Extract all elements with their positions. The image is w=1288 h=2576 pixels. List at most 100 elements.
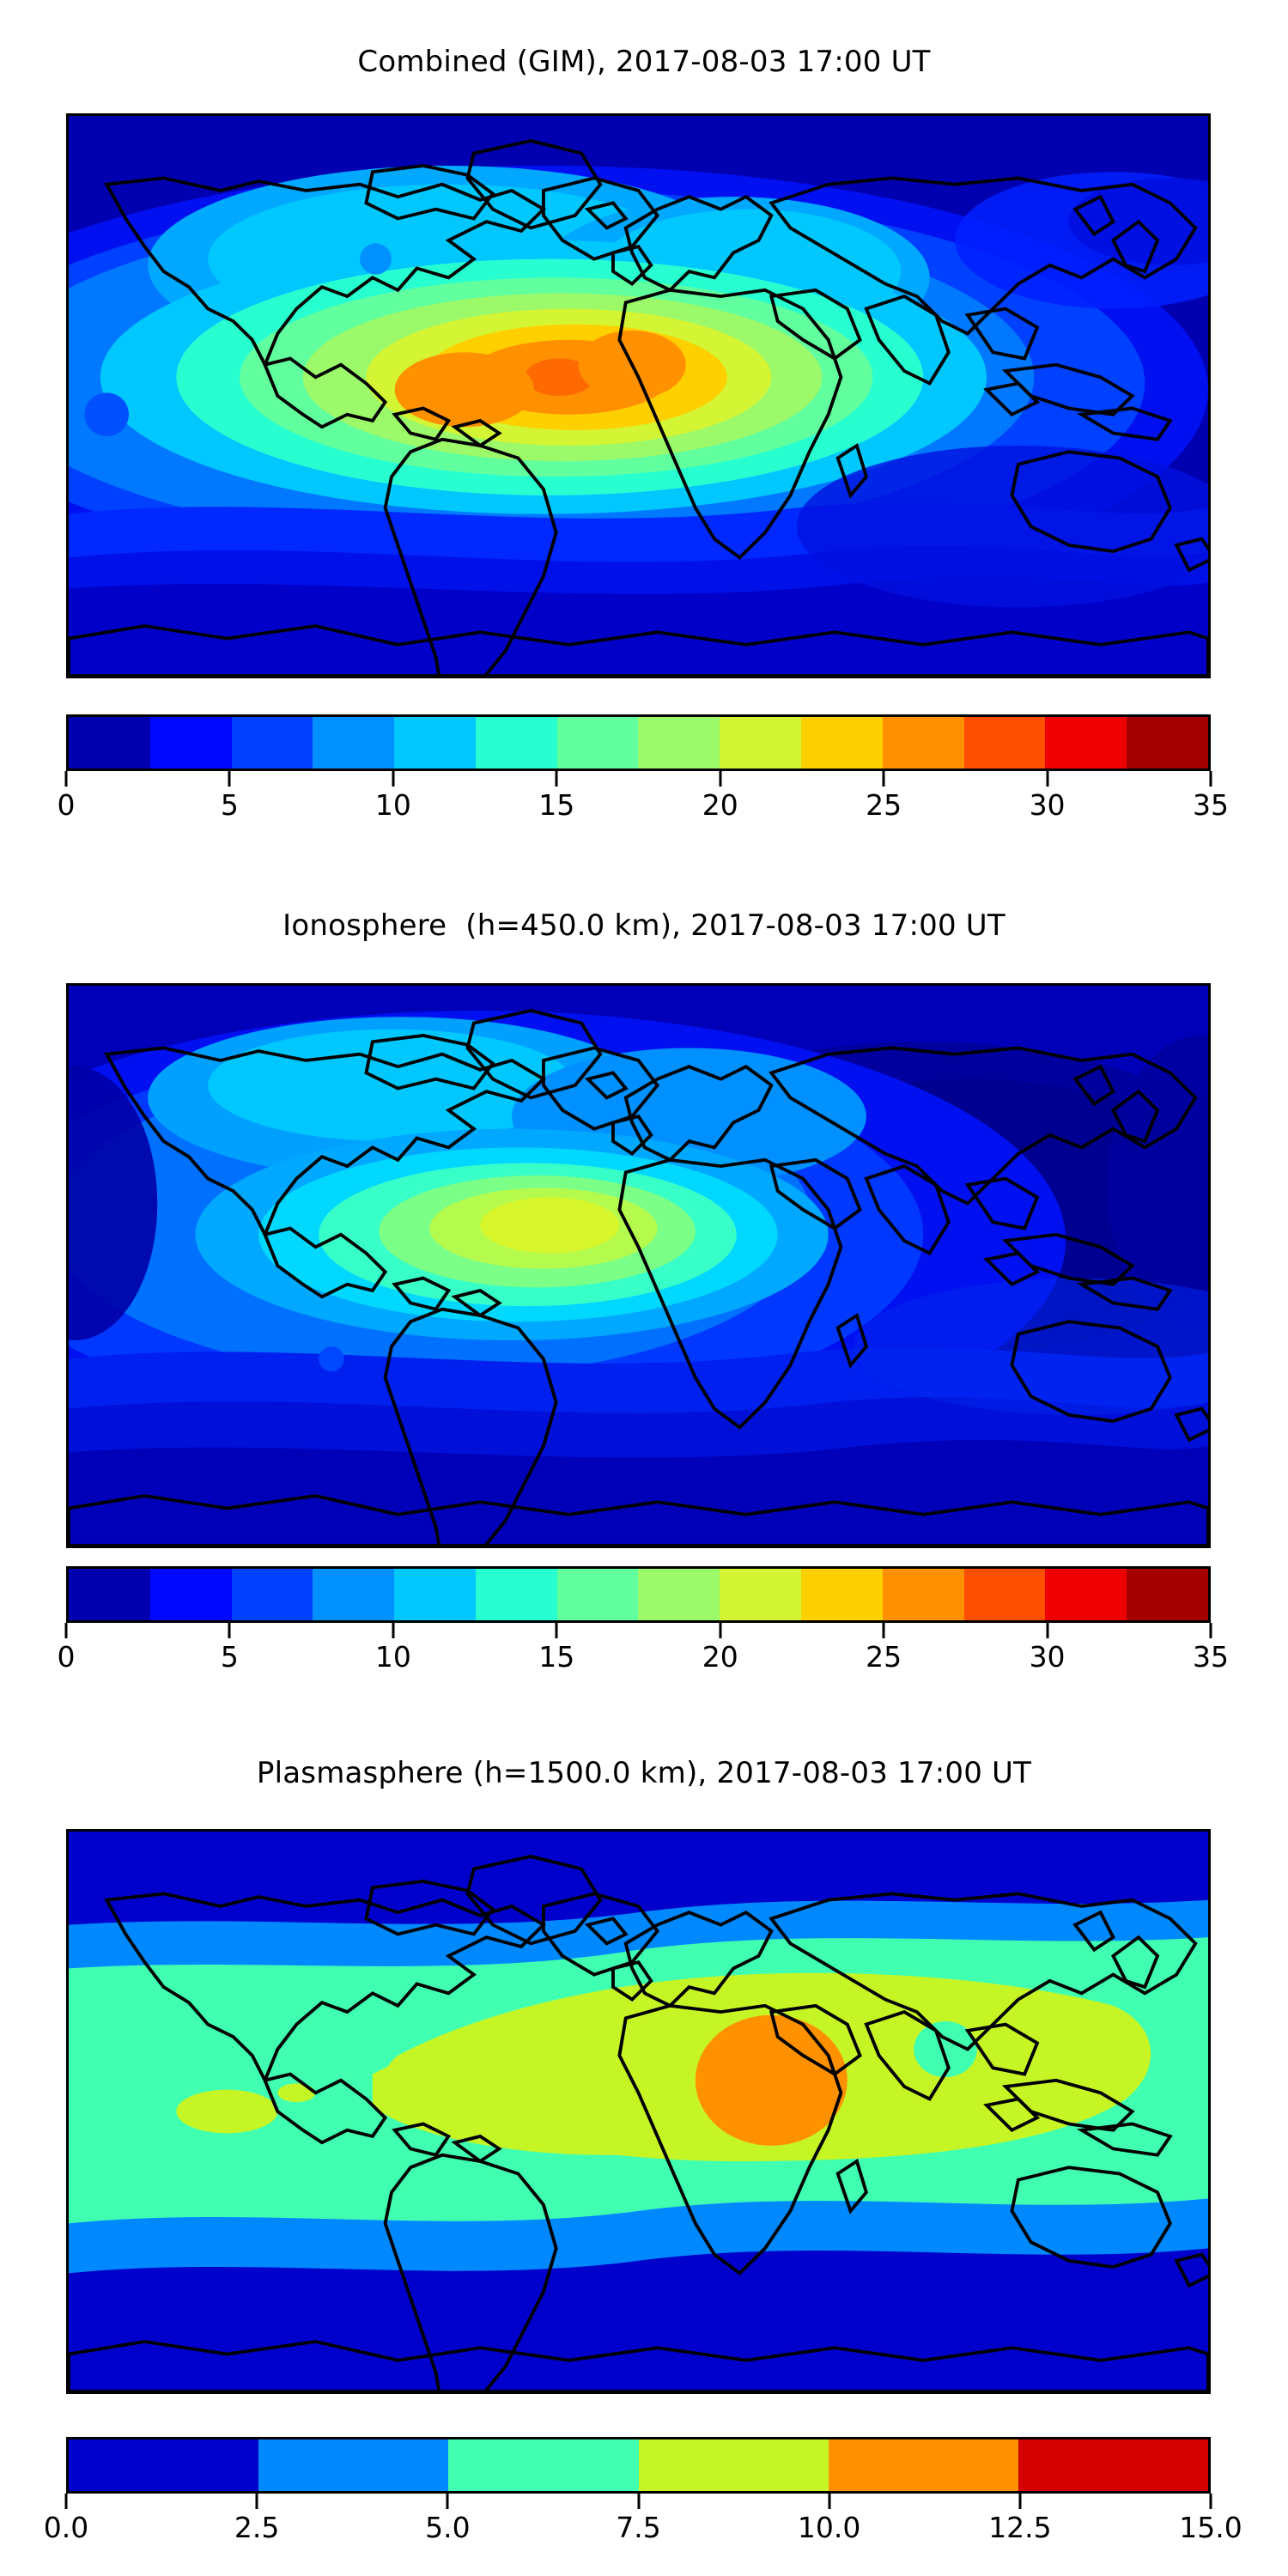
colorbar-tick-5 [1018, 2494, 1022, 2509]
colorbar-ticklabel-4: 20 [702, 788, 738, 822]
colorbar-segment-12 [1045, 1569, 1127, 1620]
colorbar-segment-0 [69, 2439, 259, 2491]
colorbar-segment-6 [556, 717, 639, 769]
map-field-combined [69, 116, 1208, 676]
colorbar-ticklabel-2: 10 [374, 788, 411, 822]
colorbar-segment-7 [638, 717, 720, 769]
colorbar-ticklabel-4: 20 [702, 1640, 738, 1674]
colorbar-gradient-plasmasphere[interactable] [66, 2437, 1211, 2494]
colorbar-ticklabel-1: 2.5 [234, 2511, 280, 2544]
colorbar-ticklabel-1: 5 [220, 788, 239, 822]
colorbar-ticks-plasmasphere [64, 2494, 1212, 2509]
colorbar-segment-10 [882, 717, 964, 769]
panel-title-ionosphere: Ionosphere (h=450.0 km), 2017-08-03 17:0… [283, 908, 1005, 943]
map-combined-gim [66, 113, 1211, 678]
colorbar-tick-0 [64, 1623, 68, 1638]
colorbar-ticklabel-5: 25 [866, 1640, 902, 1674]
colorbar-segment-12 [1045, 717, 1127, 769]
colorbar-ticklabel-7: 35 [1193, 788, 1229, 822]
colorbar-segment-3 [313, 1569, 395, 1620]
colorbar-tick-0 [64, 771, 68, 787]
colorbar-segment-1 [258, 2439, 449, 2491]
colorbar-ticklabel-1: 5 [220, 1640, 239, 1674]
colorbar-tick-7 [1209, 1623, 1212, 1638]
map-field-plasmasphere [69, 1832, 1208, 2391]
colorbar-ticks-ionosphere [64, 1623, 1212, 1638]
colorbar-ticklabel-0: 0.0 [43, 2511, 89, 2544]
colorbar-ticklabel-7: 35 [1193, 1640, 1229, 1674]
colorbar-tick-5 [882, 771, 885, 787]
colorbar-ionosphere: 0 5 10 15 20 25 30 35 [58, 1566, 1230, 1678]
colorbar-segment-11 [963, 717, 1046, 769]
colorbar-segment-8 [720, 717, 802, 769]
colorbar-ticklabel-0: 0 [57, 788, 76, 822]
colorbar-segment-3 [313, 717, 395, 769]
colorbar-tick-1 [228, 771, 231, 787]
colorbar-ticklabel-4: 10.0 [797, 2511, 861, 2544]
colorbar-segment-4 [394, 717, 476, 769]
colorbar-tick-4 [719, 1623, 722, 1638]
colorbar-gradient-combined[interactable] [66, 714, 1211, 771]
colorbar-segment-5 [475, 717, 557, 769]
map-plasmasphere [66, 1829, 1211, 2394]
colorbar-tick-1 [228, 1623, 231, 1638]
colorbar-tick-2 [392, 1623, 395, 1638]
colorbar-tick-2 [392, 771, 395, 787]
colorbar-segment-5 [1018, 2439, 1209, 2491]
colorbar-segment-4 [828, 2439, 1018, 2491]
colorbar-ticks-combined [64, 771, 1212, 787]
colorbar-tick-6 [1209, 2494, 1212, 2509]
colorbar-segment-10 [882, 1569, 964, 1620]
colorbar-tick-7 [1209, 771, 1212, 787]
colorbar-tick-6 [1046, 771, 1049, 787]
colorbar-segment-1 [149, 1569, 232, 1620]
colorbar-ticklabels-plasmasphere: 0.0 2.5 5.0 7.5 10.0 12.5 15.0 [44, 2509, 1242, 2549]
colorbar-segment-3 [638, 2439, 829, 2491]
colorbar-segment-13 [1127, 1569, 1208, 1620]
colorbar-ticklabel-6: 15.0 [1179, 2511, 1242, 2544]
colorbar-segment-0 [69, 717, 150, 769]
colorbar-segment-9 [801, 1569, 883, 1620]
colorbar-ticklabel-6: 30 [1029, 1640, 1066, 1674]
colorbar-segment-9 [801, 717, 883, 769]
colorbar-tick-3 [555, 1623, 558, 1638]
colorbar-ticklabel-5: 12.5 [988, 2511, 1052, 2544]
colorbar-ticklabels-combined: 0 5 10 15 20 25 30 35 [58, 787, 1230, 826]
colorbar-ticklabel-5: 25 [866, 788, 902, 822]
colorbar-segment-5 [475, 1569, 557, 1620]
colorbar-segment-7 [638, 1569, 720, 1620]
colorbar-tick-3 [555, 771, 558, 787]
colorbar-tick-0 [64, 2494, 68, 2509]
colorbar-segment-2 [231, 1569, 313, 1620]
colorbar-tick-1 [255, 2494, 258, 2509]
colorbar-plasmasphere: 0.0 2.5 5.0 7.5 10.0 12.5 15.0 [44, 2437, 1242, 2549]
panel-title-combined: Combined (GIM), 2017-08-03 17:00 UT [357, 45, 931, 79]
colorbar-tick-6 [1046, 1623, 1049, 1638]
colorbar-segment-0 [69, 1569, 150, 1620]
colorbar-segment-2 [231, 717, 313, 769]
colorbar-tick-5 [882, 1623, 885, 1638]
colorbar-segment-13 [1127, 717, 1208, 769]
colorbar-ticklabel-3: 7.5 [616, 2511, 661, 2544]
colorbar-tick-4 [828, 2494, 831, 2509]
colorbar-gradient-ionosphere[interactable] [66, 1566, 1211, 1623]
colorbar-tick-3 [637, 2494, 640, 2509]
colorbar-segment-2 [448, 2439, 639, 2491]
colorbar-ticklabels-ionosphere: 0 5 10 15 20 25 30 35 [58, 1638, 1230, 1678]
panel-title-plasmasphere: Plasmasphere (h=1500.0 km), 2017-08-03 1… [256, 1756, 1032, 1790]
colorbar-segment-4 [394, 1569, 476, 1620]
colorbar-ticklabel-6: 30 [1029, 788, 1066, 822]
colorbar-segment-1 [149, 717, 232, 769]
colorbar-ticklabel-2: 5.0 [425, 2511, 471, 2544]
colorbar-ticklabel-3: 15 [538, 788, 575, 822]
colorbar-ticklabel-0: 0 [57, 1640, 76, 1674]
colorbar-tick-4 [719, 771, 722, 787]
map-ionosphere [66, 983, 1211, 1548]
colorbar-combined: 0 5 10 15 20 25 30 35 [58, 714, 1230, 826]
colorbar-segment-6 [556, 1569, 639, 1620]
colorbar-segment-8 [720, 1569, 802, 1620]
map-field-ionosphere [69, 986, 1208, 1546]
colorbar-ticklabel-2: 10 [374, 1640, 411, 1674]
colorbar-tick-2 [446, 2494, 449, 2509]
